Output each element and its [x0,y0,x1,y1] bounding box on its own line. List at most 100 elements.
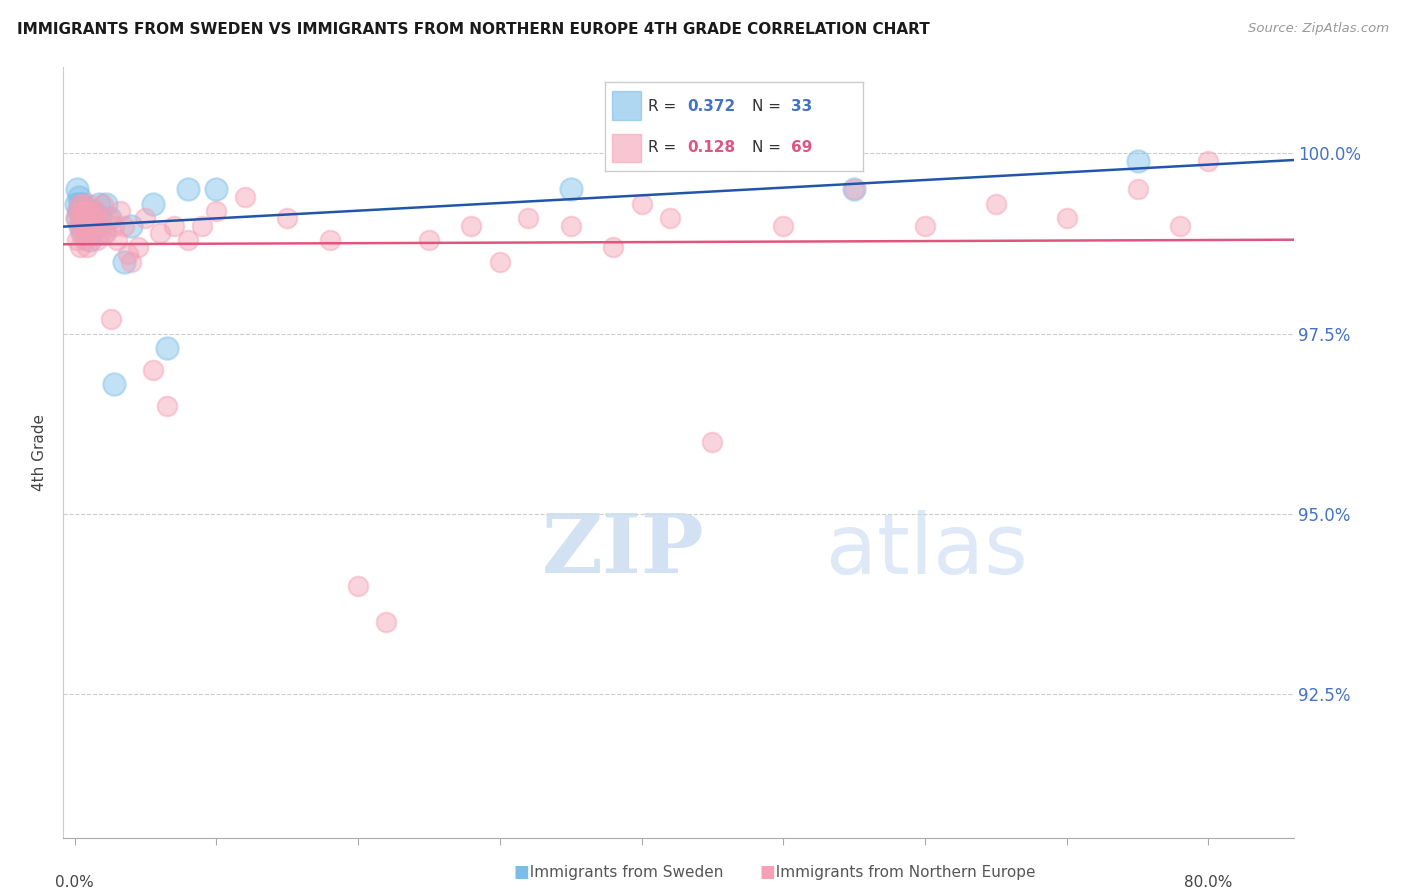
Point [69,219,91,233]
Point [66,233,89,247]
Point [79,204,101,219]
Point [772,219,794,233]
Point [560,182,582,196]
Point [66,204,89,219]
Point [69,240,91,254]
Point [70,226,93,240]
Point [66,182,89,196]
Point [69,211,91,226]
Point [83,219,105,233]
Point [73,233,96,247]
Point [82,226,104,240]
Point [108,204,131,219]
Point [120,254,142,268]
Point [1168,219,1191,233]
Point [75,211,97,226]
Point [127,240,149,254]
Point [65,211,87,226]
Text: 80.0%: 80.0% [1184,874,1233,889]
Point [177,233,200,247]
Point [73,204,96,219]
Point [156,341,179,355]
Point [72,219,94,233]
Point [76,240,98,254]
Point [149,226,172,240]
Point [67,197,90,211]
Point [72,197,94,211]
Point [89,211,111,226]
Point [488,254,510,268]
Point [103,377,125,392]
Point [142,363,165,377]
Point [418,233,440,247]
Point [94,226,117,240]
Text: IMMIGRANTS FROM SWEDEN VS IMMIGRANTS FROM NORTHERN EUROPE 4TH GRADE CORRELATION : IMMIGRANTS FROM SWEDEN VS IMMIGRANTS FRO… [17,22,929,37]
Point [76,211,98,226]
Point [844,182,866,196]
Point [89,226,111,240]
Point [70,211,93,226]
Point [86,233,108,247]
Point [984,197,1007,211]
Point [702,434,724,449]
Point [602,240,624,254]
Point [347,579,370,593]
Point [65,197,87,211]
Point [205,182,228,196]
Point [658,211,681,226]
Point [75,204,97,219]
Point [205,204,228,219]
Point [517,211,540,226]
Point [191,219,214,233]
Point [87,211,110,226]
Point [75,219,97,233]
Point [77,197,100,211]
Point [103,219,125,233]
Point [69,197,91,211]
Point [156,399,179,413]
Text: ■: ■ [513,863,529,881]
Point [72,197,94,211]
Point [77,204,100,219]
Point [70,226,93,240]
Text: Source: ZipAtlas.com: Source: ZipAtlas.com [1249,22,1389,36]
Point [77,219,100,233]
Text: Immigrants from Northern Europe: Immigrants from Northern Europe [766,865,1036,880]
Point [1126,153,1149,168]
Point [112,219,135,233]
Point [67,204,90,219]
Y-axis label: 4th Grade: 4th Grade [32,414,48,491]
Point [84,219,107,233]
Point [319,233,342,247]
Point [120,219,142,233]
Point [98,211,121,226]
Point [233,190,256,204]
Point [91,226,114,240]
Point [460,219,482,233]
Point [67,219,90,233]
Point [276,211,298,226]
Point [134,211,156,226]
Point [1056,211,1078,226]
Point [76,219,98,233]
Point [70,204,93,219]
Point [117,247,139,261]
Point [1126,182,1149,196]
Point [82,204,104,219]
Point [112,254,135,268]
Point [79,233,101,247]
Point [914,219,936,233]
Point [87,197,110,211]
Point [90,219,112,233]
Point [163,219,186,233]
Point [105,233,128,247]
Text: ■: ■ [759,863,775,881]
Text: 0.0%: 0.0% [55,874,94,889]
Point [91,197,114,211]
Point [100,312,122,326]
Text: ZIP: ZIP [543,510,704,590]
Point [80,211,103,226]
Point [844,182,866,196]
Point [375,615,398,629]
Text: atlas: atlas [825,509,1028,591]
